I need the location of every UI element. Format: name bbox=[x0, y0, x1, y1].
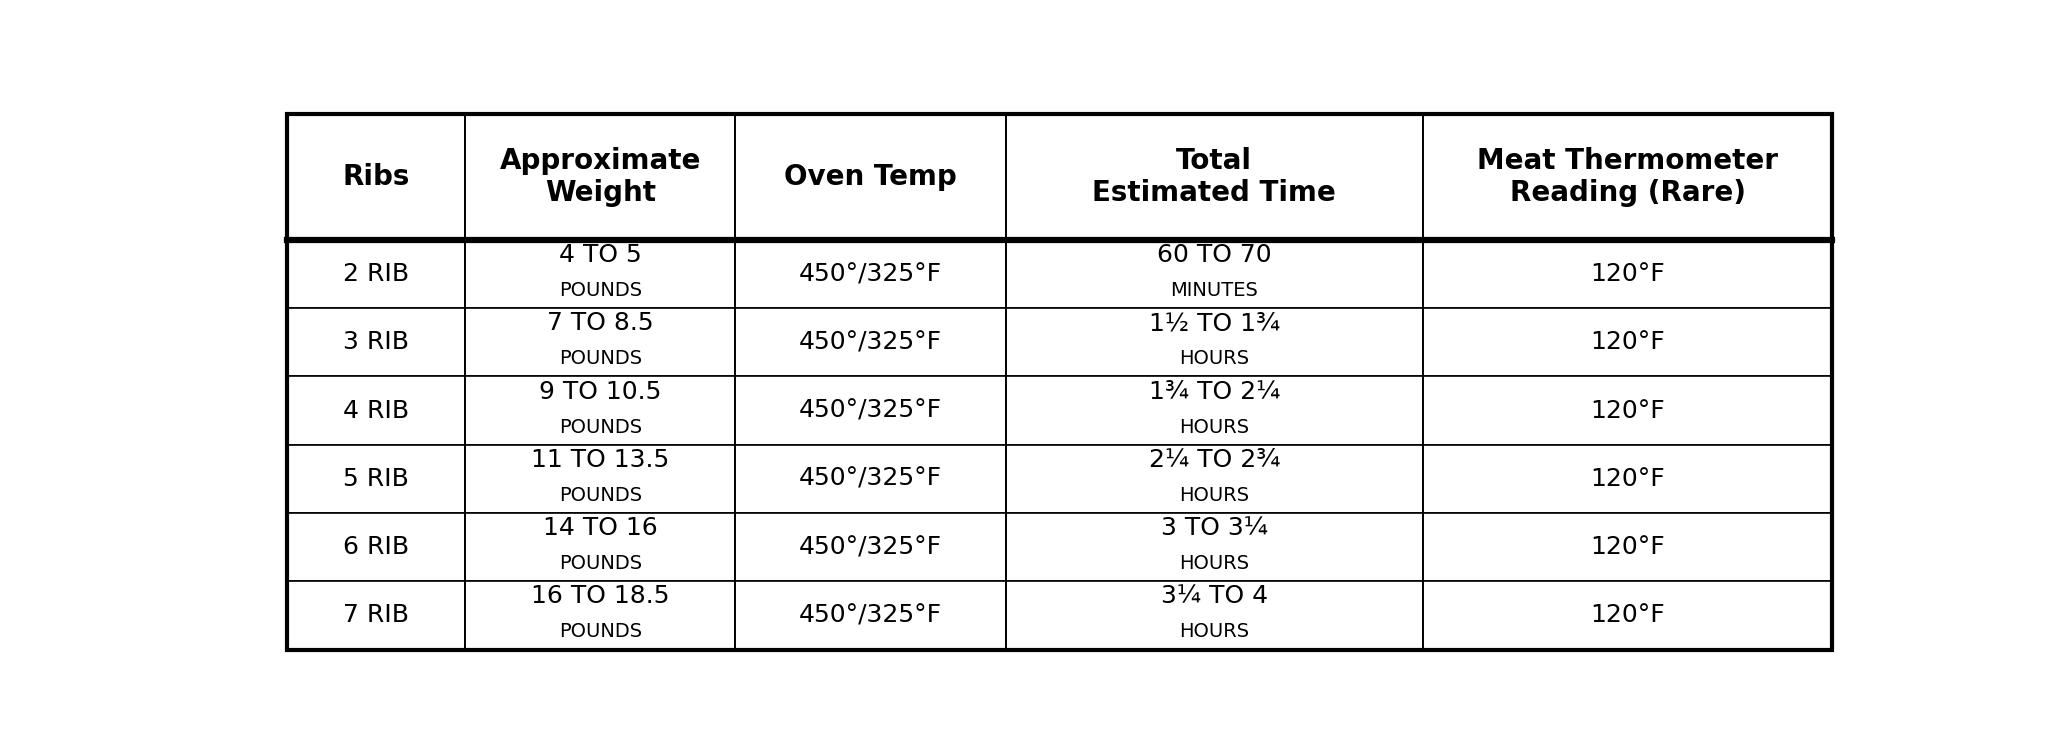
Text: 450°/325°F: 450°/325°F bbox=[798, 467, 943, 491]
Text: 120°F: 120°F bbox=[1590, 467, 1665, 491]
Bar bbox=[465, 114, 736, 240]
Text: 120°F: 120°F bbox=[1590, 603, 1665, 627]
Text: 120°F: 120°F bbox=[1590, 535, 1665, 559]
Text: POUNDS: POUNDS bbox=[558, 622, 641, 641]
Bar bbox=[1005, 240, 1423, 308]
Text: Meat Thermometer
Reading (Rare): Meat Thermometer Reading (Rare) bbox=[1477, 147, 1778, 207]
Bar bbox=[287, 581, 465, 649]
Text: 450°/325°F: 450°/325°F bbox=[798, 535, 943, 559]
Text: POUNDS: POUNDS bbox=[558, 417, 641, 436]
Text: 14 TO 16: 14 TO 16 bbox=[542, 516, 658, 540]
Text: POUNDS: POUNDS bbox=[558, 349, 641, 368]
Bar bbox=[465, 308, 736, 376]
Text: Total
Estimated Time: Total Estimated Time bbox=[1092, 147, 1336, 207]
Text: POUNDS: POUNDS bbox=[558, 281, 641, 300]
Bar bbox=[736, 240, 1005, 308]
Bar bbox=[1423, 240, 1832, 308]
Text: 1¾ TO 2¼: 1¾ TO 2¼ bbox=[1148, 380, 1280, 404]
Bar bbox=[287, 114, 465, 240]
Bar bbox=[287, 445, 465, 513]
Text: 16 TO 18.5: 16 TO 18.5 bbox=[531, 584, 670, 609]
Bar bbox=[1005, 581, 1423, 649]
Text: 7 TO 8.5: 7 TO 8.5 bbox=[546, 311, 653, 336]
Bar bbox=[1423, 114, 1832, 240]
Bar bbox=[1423, 581, 1832, 649]
Bar bbox=[287, 308, 465, 376]
Text: 3 TO 3¼: 3 TO 3¼ bbox=[1160, 516, 1268, 540]
Text: HOURS: HOURS bbox=[1179, 417, 1249, 436]
Text: 120°F: 120°F bbox=[1590, 330, 1665, 355]
Text: POUNDS: POUNDS bbox=[558, 486, 641, 505]
Bar bbox=[465, 376, 736, 445]
Text: MINUTES: MINUTES bbox=[1170, 281, 1257, 300]
Bar bbox=[1423, 376, 1832, 445]
Text: 2¼ TO 2¾: 2¼ TO 2¾ bbox=[1148, 448, 1280, 472]
Text: HOURS: HOURS bbox=[1179, 486, 1249, 505]
Text: 450°/325°F: 450°/325°F bbox=[798, 398, 943, 423]
Text: 3 RIB: 3 RIB bbox=[343, 330, 409, 355]
Bar bbox=[736, 581, 1005, 649]
Bar bbox=[736, 513, 1005, 581]
Bar bbox=[1005, 114, 1423, 240]
Text: Approximate
Weight: Approximate Weight bbox=[500, 147, 701, 207]
Bar bbox=[736, 114, 1005, 240]
Bar bbox=[1005, 445, 1423, 513]
Text: 450°/325°F: 450°/325°F bbox=[798, 603, 943, 627]
Bar bbox=[1423, 513, 1832, 581]
Bar bbox=[1005, 308, 1423, 376]
Bar bbox=[1005, 513, 1423, 581]
Text: HOURS: HOURS bbox=[1179, 349, 1249, 368]
Text: Oven Temp: Oven Temp bbox=[784, 163, 957, 191]
Text: Ribs: Ribs bbox=[343, 163, 409, 191]
Text: 4 RIB: 4 RIB bbox=[343, 398, 409, 423]
Bar bbox=[287, 513, 465, 581]
Text: 9 TO 10.5: 9 TO 10.5 bbox=[540, 380, 662, 404]
Bar bbox=[465, 240, 736, 308]
Text: POUNDS: POUNDS bbox=[558, 554, 641, 573]
Text: 11 TO 13.5: 11 TO 13.5 bbox=[531, 448, 670, 472]
Bar bbox=[287, 240, 465, 308]
Text: 1½ TO 1¾: 1½ TO 1¾ bbox=[1148, 311, 1280, 336]
Bar bbox=[465, 581, 736, 649]
Bar bbox=[1423, 308, 1832, 376]
Text: HOURS: HOURS bbox=[1179, 554, 1249, 573]
Text: 3¼ TO 4: 3¼ TO 4 bbox=[1160, 584, 1268, 609]
Text: HOURS: HOURS bbox=[1179, 622, 1249, 641]
Bar bbox=[1423, 445, 1832, 513]
Text: 6 RIB: 6 RIB bbox=[343, 535, 409, 559]
Text: 5 RIB: 5 RIB bbox=[343, 467, 409, 491]
Bar bbox=[736, 445, 1005, 513]
Text: 120°F: 120°F bbox=[1590, 262, 1665, 286]
Text: 7 RIB: 7 RIB bbox=[343, 603, 409, 627]
Text: 450°/325°F: 450°/325°F bbox=[798, 330, 943, 355]
Text: 2 RIB: 2 RIB bbox=[343, 262, 409, 286]
Bar bbox=[465, 513, 736, 581]
Text: 450°/325°F: 450°/325°F bbox=[798, 262, 943, 286]
Bar bbox=[1005, 376, 1423, 445]
Bar bbox=[736, 308, 1005, 376]
Bar bbox=[287, 376, 465, 445]
Text: 4 TO 5: 4 TO 5 bbox=[558, 243, 641, 267]
Text: 60 TO 70: 60 TO 70 bbox=[1156, 243, 1272, 267]
Text: 120°F: 120°F bbox=[1590, 398, 1665, 423]
Bar bbox=[736, 376, 1005, 445]
Bar bbox=[465, 445, 736, 513]
